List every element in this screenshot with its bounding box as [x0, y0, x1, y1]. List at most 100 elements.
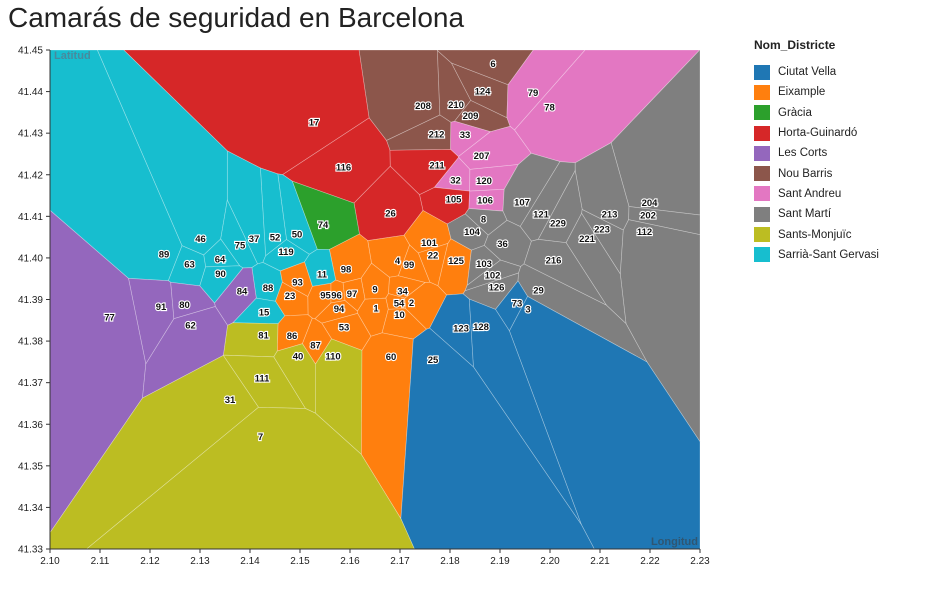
- y-tick-label: 41.34: [18, 503, 43, 514]
- legend-item[interactable]: Eixample: [754, 82, 879, 102]
- camera-label: 10: [394, 310, 405, 321]
- camera-label: 91: [156, 302, 167, 313]
- voronoi-cell: [275, 281, 309, 317]
- camera-label: 4: [395, 256, 401, 267]
- camera-label: 208: [415, 101, 431, 112]
- camera-label: 84: [237, 287, 248, 298]
- camera-label: 60: [386, 352, 397, 363]
- legend-label: Gràcia: [778, 106, 812, 119]
- camera-label: 73: [512, 299, 523, 310]
- camera-label: 17: [309, 117, 320, 128]
- voronoi-cell: [381, 308, 428, 340]
- camera-label: 94: [334, 304, 345, 315]
- camera-label: 95: [320, 290, 331, 301]
- x-tick-label: 2.23: [690, 556, 710, 567]
- voronoi-cell: [330, 279, 346, 304]
- camera-label: 52: [270, 233, 281, 244]
- legend-item[interactable]: Ciutat Vella: [754, 62, 879, 82]
- legend-swatch: [754, 186, 770, 202]
- camera-label: 105: [446, 194, 463, 205]
- camera-label: 75: [235, 241, 246, 252]
- chart-title: Camarás de seguridad en Barcelona: [8, 2, 465, 33]
- legend-swatch: [754, 105, 770, 121]
- y-tick-label: 41.45: [18, 46, 43, 57]
- camera-label: 2: [409, 298, 414, 309]
- x-tick-label: 2.12: [140, 556, 160, 567]
- camera-label: 34: [397, 286, 408, 297]
- legend-label: Ciutat Vella: [778, 66, 837, 79]
- voronoi-cell: [385, 293, 406, 310]
- legend-item[interactable]: Sarrià-Sant Gervasi: [754, 245, 879, 265]
- legend-item[interactable]: Nou Barris: [754, 163, 879, 183]
- x-tick-label: 2.20: [540, 556, 560, 567]
- legend-swatch: [754, 166, 770, 182]
- y-axis-label: Latitud: [54, 50, 91, 62]
- voronoi-cell: [517, 263, 648, 363]
- camera-label: 53: [339, 322, 350, 333]
- y-axis: 41.33 41.34 41.35 41.36 41.37 41.38 41.39 41.40…: [18, 46, 51, 556]
- x-tick-label: 2.22: [640, 556, 660, 567]
- camera-label: 204: [642, 198, 659, 209]
- camera-label: 81: [258, 330, 269, 341]
- voronoi-cell: [199, 265, 244, 304]
- legend-label: Les Corts: [778, 147, 828, 160]
- x-axis-label: Longitud: [651, 536, 698, 548]
- voronoi-cell: [170, 281, 216, 320]
- camera-label: 93: [292, 278, 303, 289]
- camera-label: 128: [473, 322, 489, 333]
- legend-swatch: [754, 84, 770, 100]
- camera-label: 223: [594, 224, 610, 235]
- camera-label: 98: [341, 265, 352, 276]
- camera-label: 3: [525, 305, 530, 316]
- camera-label: 6: [490, 59, 495, 70]
- legend-item[interactable]: Sants-Monjuïc: [754, 224, 879, 244]
- y-tick-label: 41.36: [18, 420, 43, 431]
- camera-label: 123: [453, 323, 469, 334]
- voronoi-cell: [223, 322, 279, 358]
- legend-item[interactable]: Les Corts: [754, 143, 879, 163]
- x-axis: 2.10 2.11 2.12 2.13 2.14 2.15 2.16 2.17 2.18 2.19…: [40, 548, 710, 567]
- camera-label: 116: [336, 162, 351, 173]
- camera-label: 106: [477, 196, 493, 207]
- camera-label: 207: [474, 151, 490, 162]
- voronoi-cell: [619, 219, 701, 443]
- x-tick-label: 2.11: [91, 556, 110, 567]
- camera-label: 15: [259, 308, 270, 319]
- legend-swatch: [754, 227, 770, 243]
- camera-label: 46: [195, 234, 206, 245]
- legend-item[interactable]: Sant Andreu: [754, 184, 879, 204]
- camera-label: 121: [533, 209, 550, 220]
- x-tick-label: 2.17: [390, 556, 410, 567]
- camera-label: 7: [258, 432, 263, 443]
- x-tick-label: 2.18: [440, 556, 460, 567]
- camera-label: 101: [421, 238, 438, 249]
- legend-item[interactable]: Horta-Guinardó: [754, 123, 879, 143]
- x-tick-label: 2.10: [40, 556, 60, 567]
- camera-label: 216: [546, 256, 562, 267]
- camera-label: 111: [255, 374, 271, 385]
- legend-item[interactable]: Sant Martí: [754, 204, 879, 224]
- legend-item[interactable]: Gràcia: [754, 103, 879, 123]
- camera-label: 1: [373, 304, 379, 315]
- y-tick-label: 41.43: [18, 129, 43, 140]
- legend-swatch: [754, 64, 770, 80]
- legend-swatch: [754, 145, 770, 161]
- camera-label: 99: [404, 260, 415, 271]
- camera-label: 54: [394, 299, 405, 310]
- camera-label: 86: [287, 331, 298, 342]
- voronoi-cell: [315, 338, 363, 456]
- y-tick-label: 41.35: [18, 461, 43, 472]
- camera-label: 37: [249, 234, 260, 245]
- camera-label: 120: [476, 176, 492, 187]
- camera-label: 221: [579, 234, 596, 245]
- camera-label: 97: [347, 289, 358, 300]
- camera-label: 104: [464, 227, 481, 238]
- voronoi-cell: [357, 297, 389, 337]
- camera-label: 96: [331, 290, 342, 301]
- camera-label: 77: [104, 313, 115, 324]
- camera-label: 209: [463, 111, 479, 122]
- x-tick-label: 2.13: [190, 556, 210, 567]
- camera-label: 119: [278, 247, 293, 258]
- camera-label: 23: [285, 291, 296, 302]
